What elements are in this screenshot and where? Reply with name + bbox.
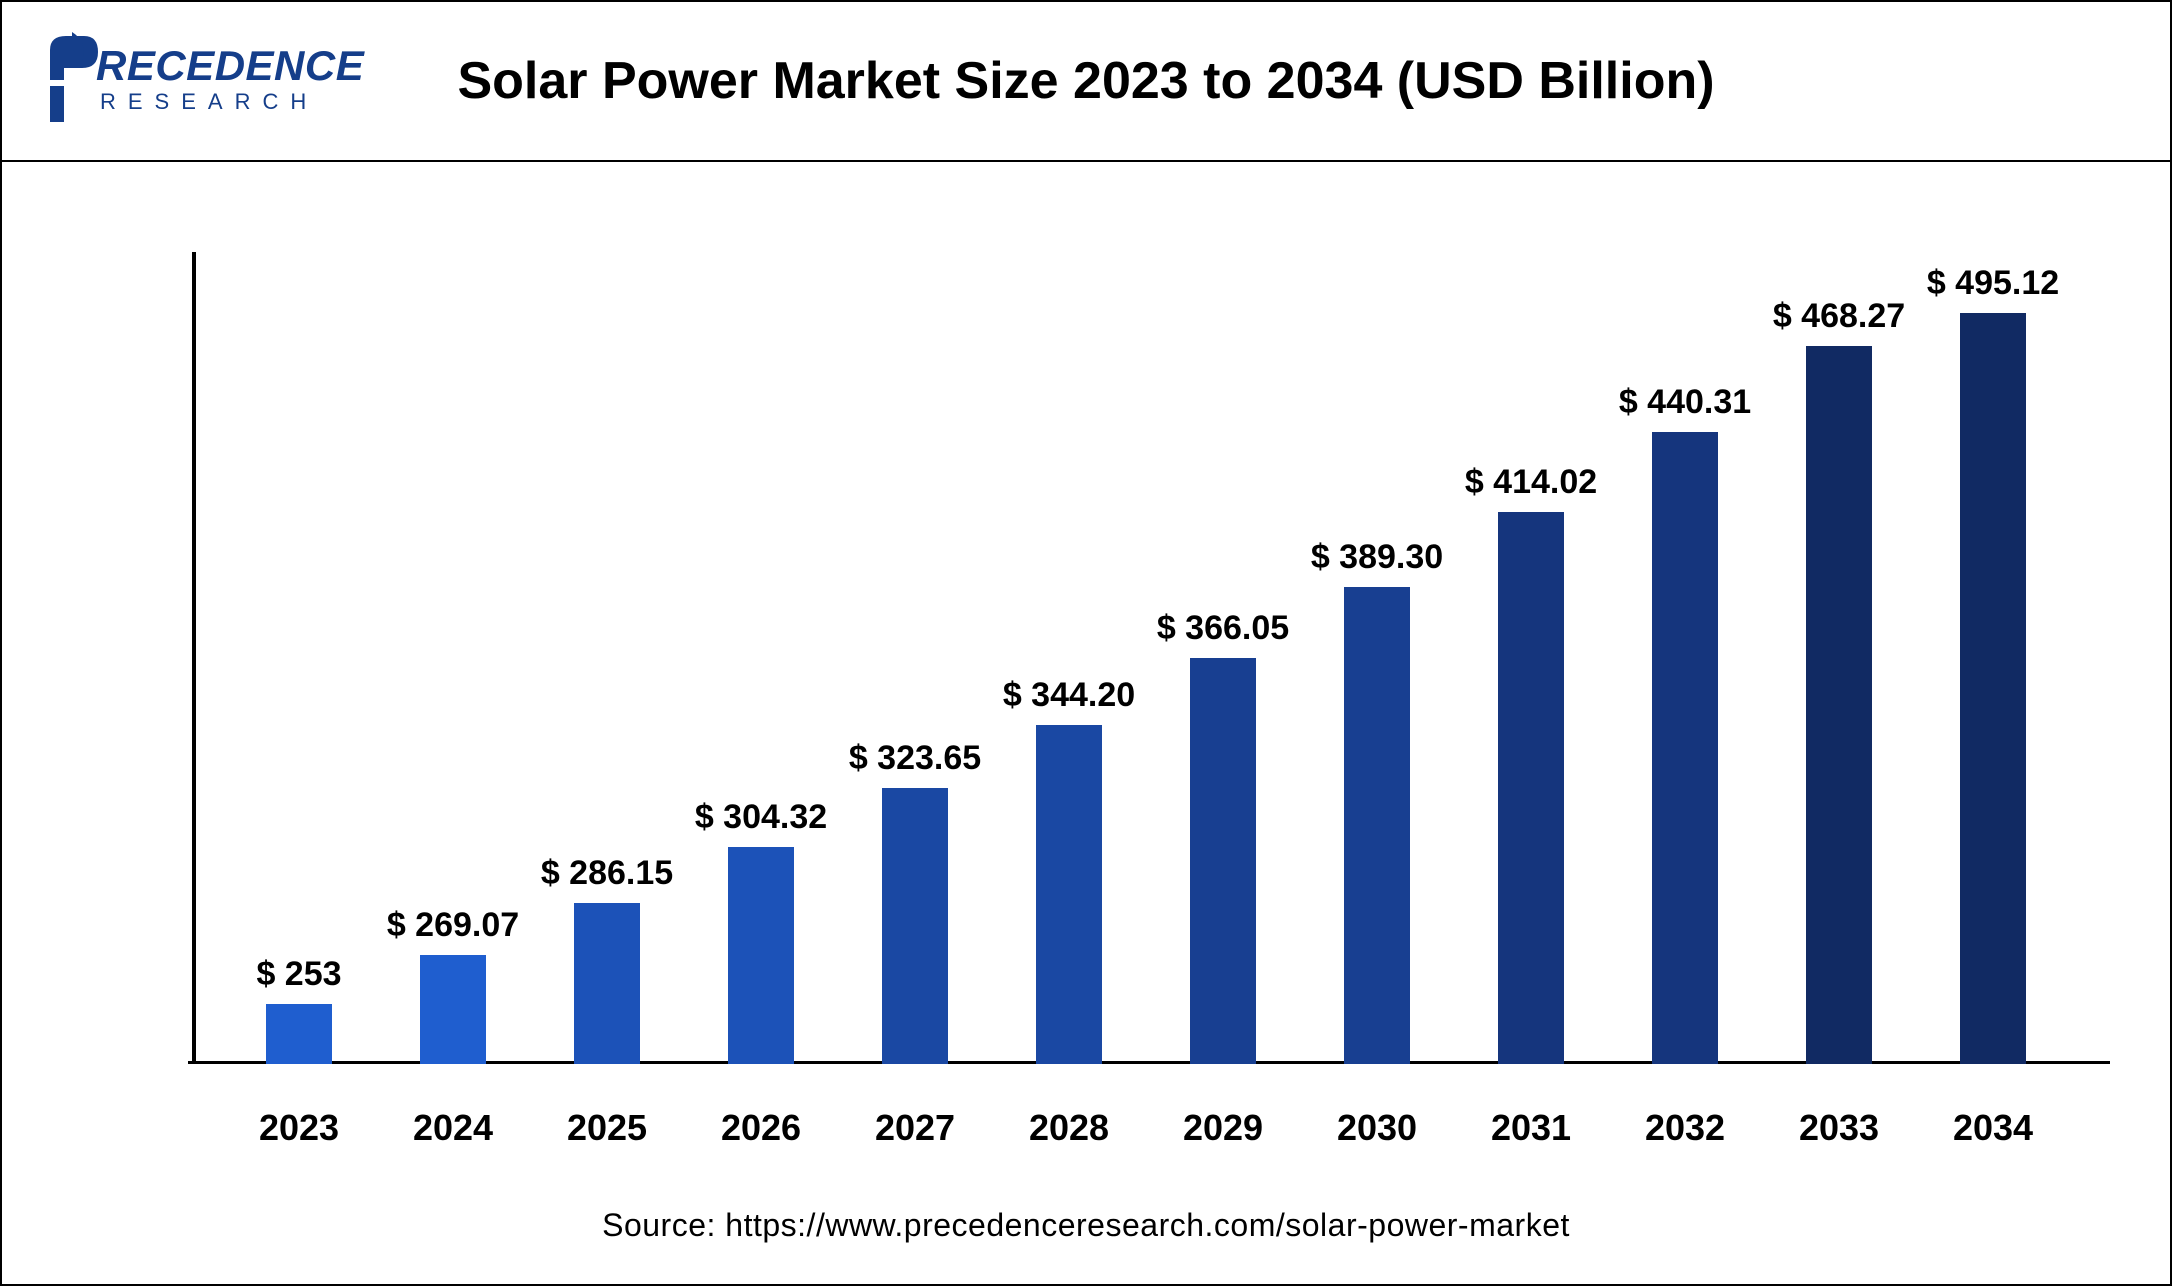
bar-slot: $ 323.65 [838,264,992,1064]
categories-row: 2023202420252026202720282029203020312032… [222,1107,2070,1149]
bar [1960,313,2026,1064]
bar-slot: $ 468.27 [1762,264,1916,1064]
chart-header: RECEDENCE RESEARCH Solar Power Market Si… [2,2,2170,162]
bar-value-label: $ 323.65 [849,739,981,778]
category-label: 2024 [376,1107,530,1149]
category-label: 2034 [1916,1107,2070,1149]
bar [420,955,486,1064]
bar-value-label: $ 389.30 [1311,538,1443,577]
bar [266,1004,332,1064]
bar-slot: $ 389.30 [1300,264,1454,1064]
bar [1498,512,1564,1064]
brand-line1: RECEDENCE [96,45,364,87]
brand-mark-icon [42,32,100,127]
bar [882,788,948,1064]
bar-slot: $ 269.07 [376,264,530,1064]
bar-slot: $ 286.15 [530,264,684,1064]
bar-value-label: $ 414.02 [1465,463,1597,502]
bar-value-label: $ 286.15 [541,854,673,893]
y-axis [192,252,196,1064]
bar [1806,346,1872,1064]
category-label: 2031 [1454,1107,1608,1149]
bar [1652,432,1718,1064]
category-label: 2033 [1762,1107,1916,1149]
category-label: 2025 [530,1107,684,1149]
brand-text: RECEDENCE RESEARCH [96,45,364,115]
bar [728,847,794,1064]
source-line: Source: https://www.precedenceresearch.c… [2,1207,2170,1244]
category-label: 2029 [1146,1107,1300,1149]
bar-value-label: $ 440.31 [1619,383,1751,422]
plot-area: $ 253 $ 269.07 $ 286.15 $ 304.32 $ 323.65 $ 3… [2,162,2170,1284]
bar-slot: $ 253 [222,264,376,1064]
category-label: 2032 [1608,1107,1762,1149]
category-label: 2026 [684,1107,838,1149]
chart-frame: RECEDENCE RESEARCH Solar Power Market Si… [0,0,2172,1286]
bar-value-label: $ 366.05 [1157,609,1289,648]
bar-value-label: $ 253 [256,955,341,994]
brand-logo: RECEDENCE RESEARCH [42,32,364,127]
bar-value-label: $ 269.07 [387,906,519,945]
bar-slot: $ 414.02 [1454,264,1608,1064]
bar-slot: $ 366.05 [1146,264,1300,1064]
bar-value-label: $ 468.27 [1773,297,1905,336]
category-label: 2023 [222,1107,376,1149]
bar-slot: $ 344.20 [992,264,1146,1064]
bar-slot: $ 440.31 [1608,264,1762,1064]
category-label: 2030 [1300,1107,1454,1149]
category-label: 2027 [838,1107,992,1149]
bars-container: $ 253 $ 269.07 $ 286.15 $ 304.32 $ 323.65 $ 3… [222,264,2070,1064]
bar-value-label: $ 495.12 [1927,264,2059,303]
brand-line2: RESEARCH [100,89,364,115]
bar [1190,658,1256,1064]
bar-value-label: $ 344.20 [1003,676,1135,715]
category-label: 2028 [992,1107,1146,1149]
bar-value-label: $ 304.32 [695,798,827,837]
bar-slot: $ 304.32 [684,264,838,1064]
bar [574,903,640,1064]
bar [1036,725,1102,1064]
bar-slot: $ 495.12 [1916,264,2070,1064]
bar [1344,587,1410,1064]
